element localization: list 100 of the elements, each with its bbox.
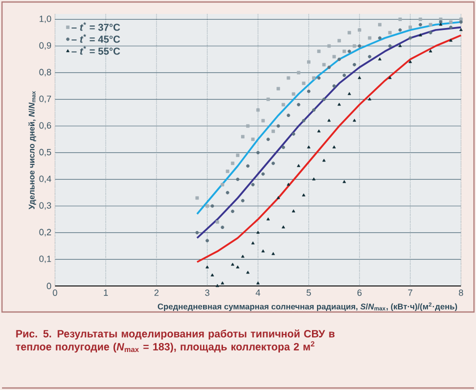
point (246, 270, 250, 274)
point (408, 36, 412, 40)
point (276, 86, 280, 90)
point (368, 97, 372, 100)
point (338, 102, 341, 106)
point (378, 36, 382, 40)
point (449, 26, 453, 30)
point (236, 265, 240, 268)
point (296, 70, 300, 74)
point (206, 265, 209, 268)
point (342, 180, 346, 184)
point (332, 54, 336, 58)
point (348, 92, 352, 96)
point (296, 102, 300, 106)
point (236, 178, 240, 182)
point (317, 76, 321, 80)
y-tick-label: 0,3 (39, 202, 52, 210)
point (302, 118, 306, 122)
point (332, 84, 336, 88)
point (276, 196, 280, 200)
point (307, 90, 310, 94)
point (459, 28, 463, 32)
point (272, 252, 275, 256)
point (449, 38, 453, 42)
point (449, 20, 453, 24)
point (292, 132, 296, 136)
point (216, 220, 220, 224)
point (418, 18, 422, 22)
legend-label: – t$^{*}$ = 55°C (72, 46, 120, 55)
point (286, 182, 290, 186)
point (216, 284, 220, 288)
point (210, 204, 214, 208)
x-tick-label: 0 (52, 290, 58, 296)
point (292, 92, 296, 96)
point (195, 196, 199, 200)
text: Рис. 5. Результаты моделирования работы типичной СВУ в теплое полугодие (N$_{max}$ = 183), площадь коллектора 2 м$^{2}$ (16, 330, 335, 353)
point (251, 241, 255, 244)
point (352, 118, 356, 122)
point (220, 226, 224, 230)
point (327, 44, 331, 48)
point (246, 124, 250, 128)
x-tick-label: 2 (154, 290, 159, 296)
point (236, 154, 240, 158)
point (272, 130, 275, 134)
point (241, 254, 244, 258)
point (358, 76, 362, 80)
point (296, 164, 300, 168)
point (378, 57, 382, 60)
point (261, 172, 265, 176)
point (230, 162, 234, 166)
y-tick-label: 0,7 (39, 96, 52, 104)
point (332, 145, 336, 148)
point (230, 210, 234, 214)
point (292, 209, 296, 212)
point (220, 281, 224, 284)
point (251, 182, 255, 186)
point (256, 150, 260, 154)
point (312, 76, 316, 80)
x-tick-label: 5 (306, 290, 311, 296)
point (210, 273, 214, 276)
point (256, 108, 260, 112)
point (307, 145, 310, 148)
point (398, 44, 402, 48)
y-tick-label: 0,2 (39, 228, 52, 236)
point (206, 238, 209, 242)
point (312, 108, 316, 112)
point (302, 82, 306, 86)
point (266, 98, 270, 102)
point (312, 177, 316, 180)
point (256, 230, 260, 234)
point (348, 30, 352, 34)
point (241, 134, 244, 138)
point (266, 138, 270, 142)
point (230, 262, 234, 266)
point (342, 50, 346, 54)
point (317, 129, 321, 132)
point (459, 20, 463, 24)
x-tick-label: 8 (458, 290, 464, 296)
point (261, 118, 265, 122)
y-tick-label: 0,9 (39, 42, 52, 50)
x-tick-label: 7 (408, 290, 412, 296)
x-tick-label: 1 (104, 290, 108, 296)
y-tick-label: 0,6 (39, 122, 52, 130)
point (388, 44, 392, 48)
point (226, 190, 230, 194)
point (327, 66, 331, 70)
point (348, 50, 352, 54)
y-tick-label: 0 (46, 282, 52, 290)
point (272, 162, 275, 166)
y-tick-label: 0,1 (39, 256, 52, 264)
point (226, 170, 230, 174)
point (282, 225, 286, 228)
point (428, 30, 432, 34)
point (368, 36, 372, 40)
point (317, 50, 321, 54)
point (302, 193, 306, 196)
point (428, 49, 432, 52)
point (282, 102, 286, 106)
x-tick-label: 4 (256, 290, 260, 296)
point (246, 164, 250, 168)
